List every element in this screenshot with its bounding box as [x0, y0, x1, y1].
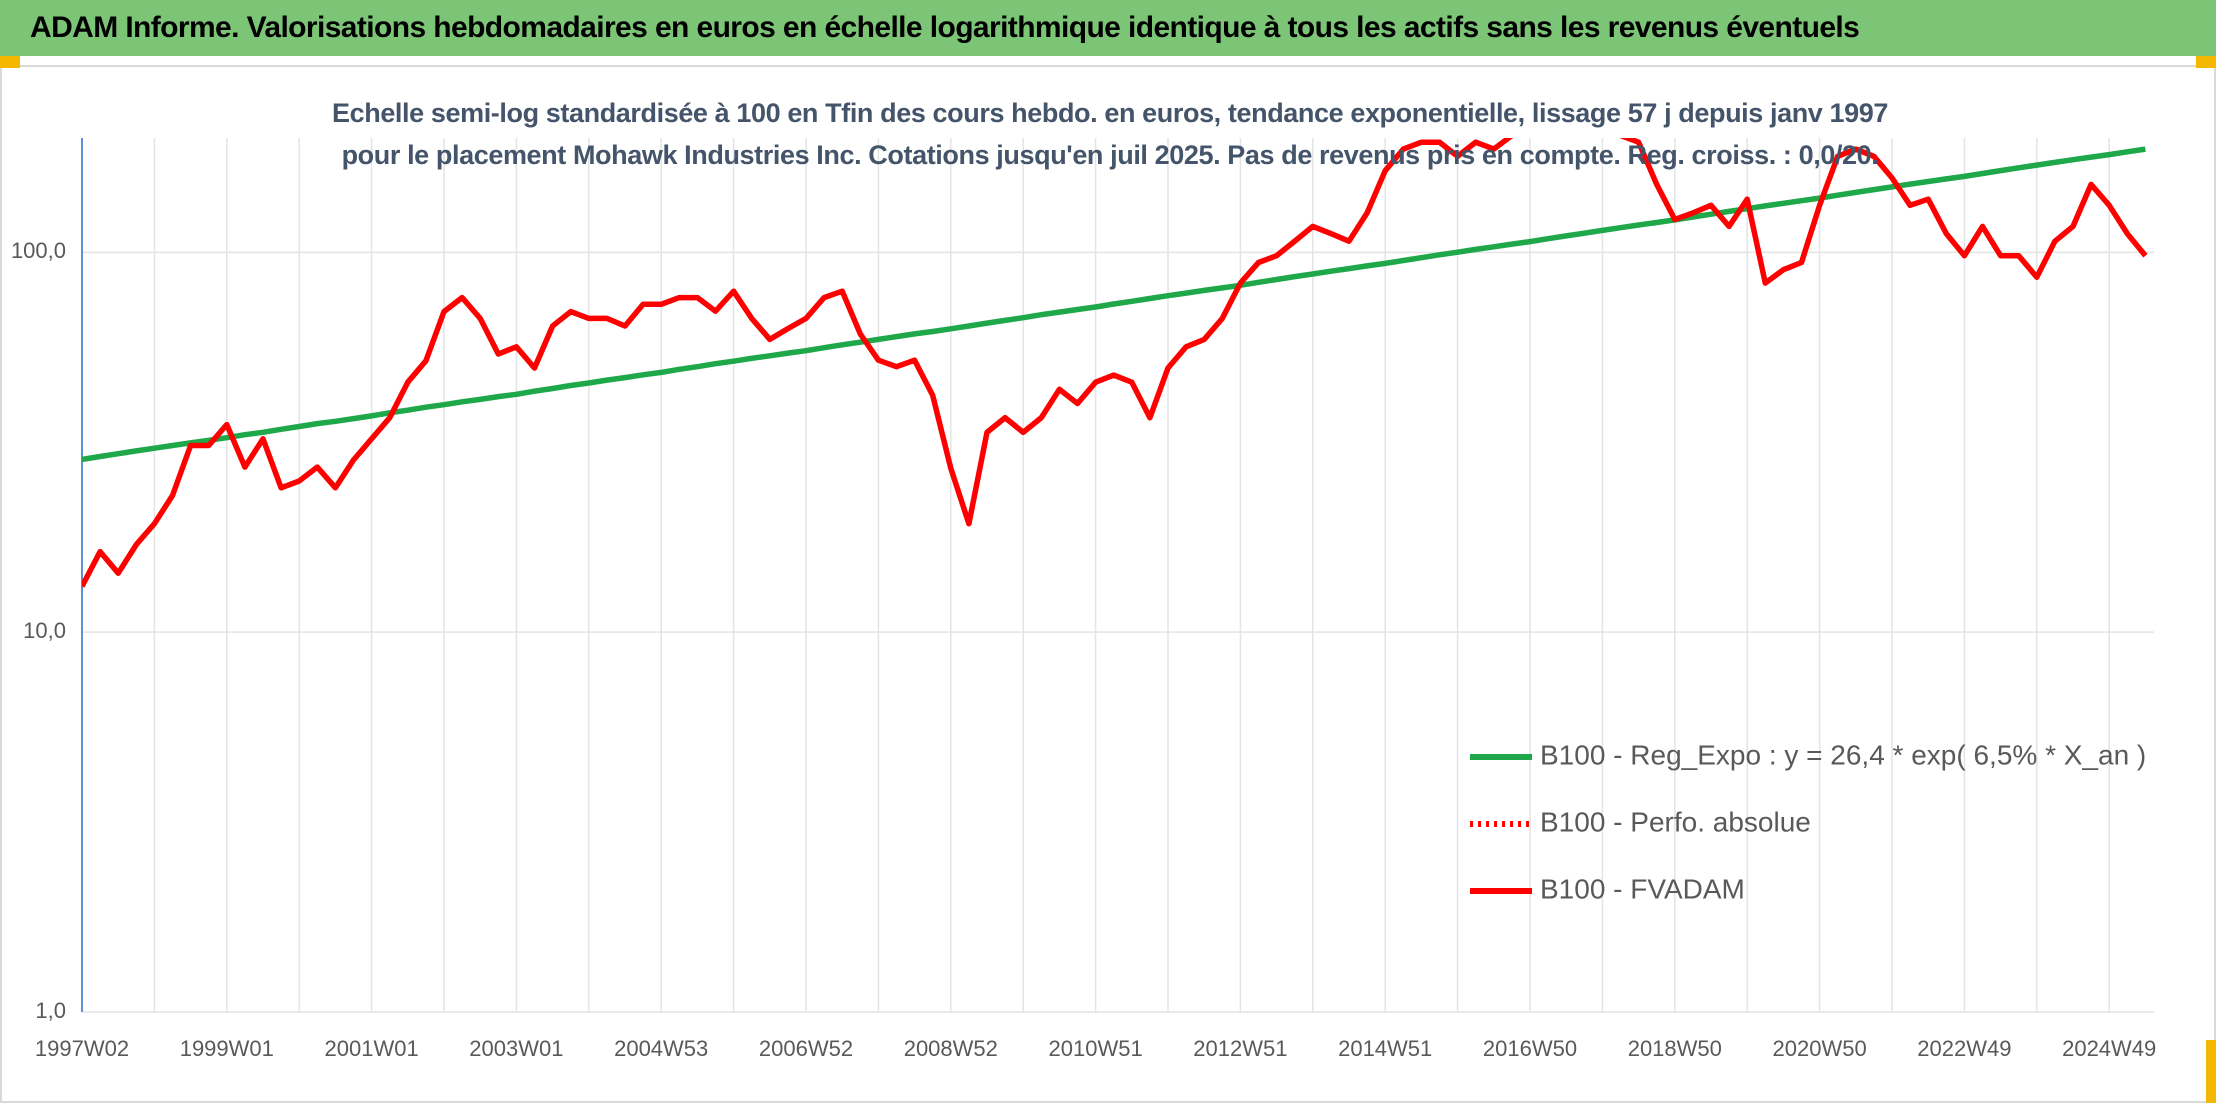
- series-line: [82, 138, 2148, 588]
- x-tick-label: 2012W51: [1193, 1036, 1287, 1061]
- x-tick-label: 1999W01: [180, 1036, 274, 1061]
- x-tick-label: 2016W50: [1483, 1036, 1577, 1061]
- x-tick-label: 2008W52: [904, 1036, 998, 1061]
- plot-area: [82, 138, 2148, 588]
- legend-label: B100 - Perfo. absolue: [1540, 806, 1811, 837]
- chart-subtitle: Echelle semi-log standardisée à 100 en T…: [332, 98, 1888, 170]
- x-tick-label: 2024W49: [2062, 1036, 2156, 1061]
- x-tick-label: 2014W51: [1338, 1036, 1432, 1061]
- x-tick-label: 2022W49: [1917, 1036, 2011, 1061]
- y-tick-label: 1,0: [35, 998, 66, 1023]
- legend-label: B100 - FVADAM: [1540, 873, 1745, 904]
- x-tick-label: 2003W01: [469, 1036, 563, 1061]
- y-tick-label: 100,0: [11, 238, 66, 263]
- y-tick-label: 10,0: [23, 618, 66, 643]
- frame-border: [0, 65, 2216, 1103]
- x-tick-label: 2006W52: [759, 1036, 853, 1061]
- corner-mark: [2196, 56, 2216, 68]
- x-tick-label: 2004W53: [614, 1036, 708, 1061]
- x-tick-label: 2018W50: [1628, 1036, 1722, 1061]
- corner-mark: [2206, 1040, 2216, 1103]
- chart-title: ADAM Informe. Valorisations hebdomadaire…: [30, 11, 1860, 44]
- corner-mark: [0, 56, 20, 68]
- x-tick-label: 2001W01: [325, 1036, 419, 1061]
- series-line: [82, 138, 2148, 588]
- title-band: [0, 0, 2216, 56]
- x-tick-label: 2010W51: [1049, 1036, 1143, 1061]
- series-line: [82, 146, 2146, 463]
- x-tick-label: 1997W02: [35, 1036, 129, 1061]
- legend-label: B100 - Reg_Expo : y = 26,4 * exp( 6,5% *…: [1540, 739, 2146, 770]
- x-tick-label: 2020W50: [1773, 1036, 1867, 1061]
